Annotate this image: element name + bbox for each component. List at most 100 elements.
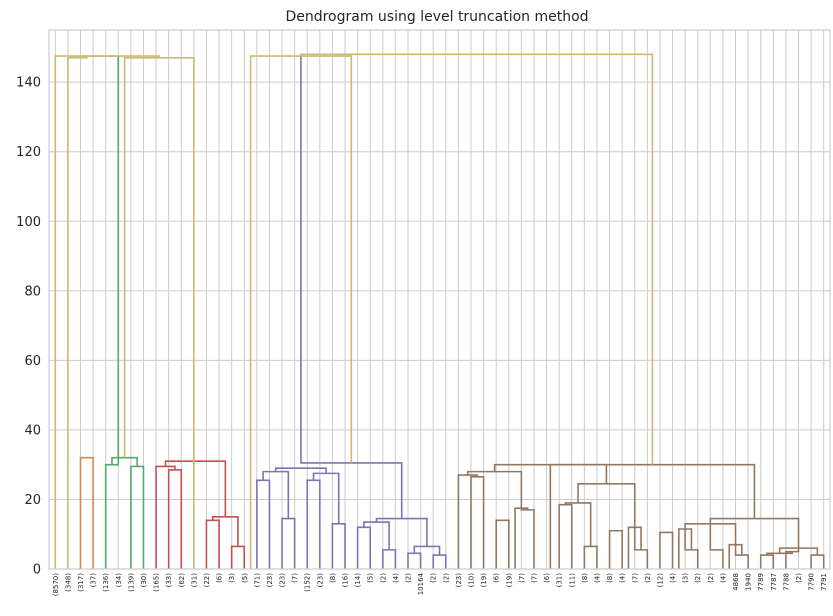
dendrogram-link — [407, 552, 422, 569]
leaf-label: (23) — [266, 573, 274, 588]
leaf-label: (8570) — [52, 573, 60, 597]
leaf-label: (22) — [203, 573, 211, 588]
dendrogram-link — [300, 53, 654, 465]
leaf-label: (2) — [430, 573, 438, 583]
y-tick-label: 120 — [16, 145, 41, 160]
dendrogram-link — [495, 519, 510, 569]
dendrogram-link — [211, 516, 239, 547]
dendrogram-link — [363, 521, 390, 550]
leaf-label: (2) — [644, 573, 652, 583]
leaf-label: 1940 — [745, 573, 753, 591]
dendrogram-link — [306, 479, 321, 569]
dendrogram-link — [432, 554, 447, 569]
dendrogram-link — [659, 531, 674, 569]
chart-title: Dendrogram using level truncation method — [285, 9, 588, 25]
y-axis-ticks: 0 20 40 60 80 100 120 140 — [16, 76, 41, 578]
y-tick-label: 0 — [33, 563, 41, 578]
dendrogram-link — [564, 502, 592, 547]
leaf-label: 7789 — [757, 573, 765, 591]
dendrogram-link — [583, 545, 598, 569]
leaf-label: (37) — [90, 573, 98, 588]
dendrogram-link — [274, 467, 327, 474]
dendrogram-link — [709, 523, 724, 569]
y-tick-label: 140 — [16, 76, 41, 91]
leaf-label: (4) — [719, 573, 727, 583]
x-axis-leaf-labels: (8570) (348) (317) (37) (136) (34) (139) (30) (1… — [52, 572, 828, 596]
leaf-label: (2) — [442, 573, 450, 583]
leaf-label: (165) — [153, 573, 161, 592]
leaf-label: (71) — [253, 573, 261, 588]
dendrogram-link — [457, 474, 479, 569]
leaf-label: (317) — [77, 573, 85, 592]
leaf-label: (11) — [568, 573, 576, 588]
leaf-label: (19) — [505, 573, 513, 588]
y-tick-label: 40 — [24, 423, 41, 438]
y-tick-label: 20 — [24, 493, 41, 508]
leaf-label: (7) — [631, 573, 639, 583]
leaf-label: (4) — [669, 573, 677, 583]
leaf-label: (139) — [127, 573, 135, 592]
dendrogram-link — [470, 476, 485, 569]
y-tick-label: 60 — [24, 354, 41, 369]
leaf-label: (30) — [140, 573, 148, 588]
leaf-label: (152) — [304, 573, 312, 592]
dendrogram-link — [759, 554, 775, 569]
leaf-label: (5) — [367, 573, 375, 583]
leaf-label: (19) — [480, 573, 488, 588]
leaf-label: 7788 — [782, 573, 790, 591]
plot-frame — [48, 29, 831, 570]
dendrogram-link — [230, 545, 246, 569]
dendrogram-link — [256, 479, 271, 569]
leaf-label: (7) — [530, 573, 538, 583]
dendrogram-link — [312, 472, 340, 524]
leaf-label: (2) — [795, 573, 803, 583]
leaf-label: (2) — [405, 573, 413, 583]
leaf-label: 7790 — [808, 573, 816, 591]
dendrogram-link — [76, 55, 161, 58]
dendrogram-link — [785, 548, 800, 569]
leaf-label: (62) — [178, 573, 186, 588]
dendrogram-link — [155, 465, 176, 569]
leaf-label: 7791 — [820, 573, 828, 591]
dendrogram-link — [164, 460, 227, 517]
dendrogram-link — [104, 56, 120, 569]
leaf-label: (31) — [556, 573, 564, 588]
dendrogram-link — [413, 545, 441, 556]
y-tick-label: 100 — [16, 215, 41, 230]
dendrogram-link — [356, 526, 372, 569]
leaf-label: (2) — [694, 573, 702, 583]
leaf-label: (33) — [165, 573, 173, 588]
leaf-label: (8) — [606, 573, 614, 583]
leaf-label: (8) — [329, 573, 337, 583]
dendrogram-link — [54, 55, 119, 569]
dendrogram-link — [678, 528, 693, 569]
dendrogram-link — [167, 469, 183, 569]
dendrogram-link — [281, 517, 296, 569]
leaf-label: (23) — [279, 573, 287, 588]
leaf-label: (34) — [115, 573, 123, 588]
leaf-label: (4) — [593, 573, 601, 583]
dendrogram-link — [766, 551, 794, 556]
dendrogram-link — [810, 554, 825, 569]
leaf-label: (3) — [682, 573, 690, 583]
dendrogram-link — [205, 519, 220, 569]
leaf-label: (348) — [64, 573, 72, 592]
leaf-label: 7787 — [770, 573, 778, 591]
dendrogram-link — [262, 470, 290, 519]
dendrogram-link — [111, 456, 138, 467]
leaf-label: (6) — [543, 573, 551, 583]
leaf-label: 4868 — [732, 573, 740, 591]
leaf-label: (5) — [241, 573, 249, 583]
leaf-label: (3) — [228, 573, 236, 583]
leaf-label: (2) — [707, 573, 715, 583]
leaf-label: (23) — [316, 573, 324, 588]
dendrogram-link — [608, 529, 623, 569]
dendrogram-link — [520, 508, 535, 569]
leaf-label: 10164 — [417, 572, 425, 595]
leaf-label: (12) — [656, 573, 664, 588]
dendrogram-link — [67, 56, 88, 569]
leaf-label: (16) — [342, 573, 350, 588]
dendrogram-link — [558, 503, 573, 569]
leaf-label: (136) — [102, 573, 110, 592]
